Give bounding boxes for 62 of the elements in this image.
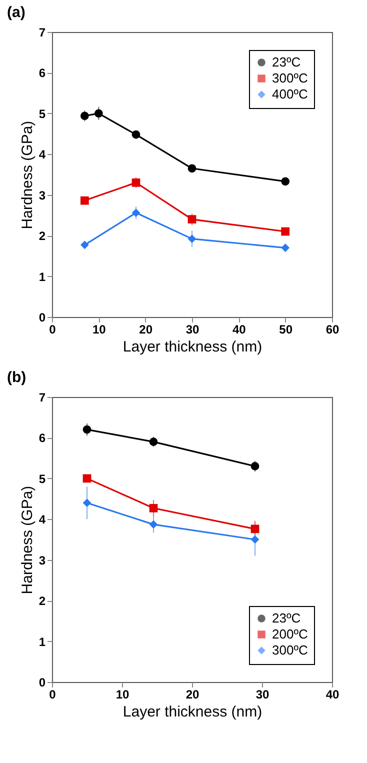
y-tick-label: 3 bbox=[38, 553, 46, 568]
y-tick-label: 0 bbox=[38, 676, 46, 690]
point bbox=[94, 109, 103, 118]
point bbox=[82, 425, 92, 434]
x-tick-label: 60 bbox=[326, 322, 340, 336]
y-tick-label: 7 bbox=[38, 390, 46, 404]
point bbox=[132, 130, 140, 139]
y-tick-label: 4 bbox=[38, 512, 46, 527]
legend-label: 300ºC bbox=[272, 70, 308, 86]
x-tick-label: 30 bbox=[256, 688, 270, 702]
point bbox=[149, 438, 158, 446]
chart-title: (a) bbox=[7, 4, 26, 21]
point bbox=[188, 234, 196, 244]
point bbox=[80, 196, 89, 205]
y-tick-label: 7 bbox=[38, 26, 46, 40]
y-tick-label: 0 bbox=[38, 310, 46, 324]
x-axis-title: Layer thickness (nm) bbox=[122, 704, 262, 720]
point bbox=[132, 178, 140, 187]
x-tick-label: 20 bbox=[186, 688, 200, 702]
x-tick-label: 30 bbox=[186, 322, 200, 336]
point bbox=[80, 240, 89, 250]
y-axis-title: Hardness (GPa) bbox=[18, 486, 36, 594]
x-tick-label: 50 bbox=[279, 322, 293, 336]
point bbox=[82, 474, 92, 483]
point bbox=[281, 227, 290, 236]
legend-label: 200ºC bbox=[272, 626, 308, 642]
point bbox=[132, 208, 140, 217]
y-tick-label: 6 bbox=[38, 66, 46, 80]
y-tick-label: 3 bbox=[38, 188, 46, 202]
y-axis-title: Hardness (GPa) bbox=[18, 120, 36, 230]
x-tick-label: 10 bbox=[92, 322, 106, 336]
legend-label: 23ºC bbox=[272, 54, 301, 70]
x-tick-label: 10 bbox=[116, 688, 130, 702]
x-tick-label: 0 bbox=[49, 688, 56, 702]
y-tick-label: 6 bbox=[38, 431, 46, 446]
y-tick-label: 5 bbox=[38, 106, 46, 121]
point bbox=[149, 520, 158, 529]
y-tick-label: 2 bbox=[38, 229, 46, 244]
legend-label: 400ºC bbox=[272, 86, 308, 102]
y-tick-label: 4 bbox=[38, 148, 46, 162]
y-tick-label: 1 bbox=[38, 270, 46, 284]
y-tick-label: 2 bbox=[38, 594, 46, 608]
point bbox=[82, 498, 92, 508]
legend-label: 300ºC bbox=[272, 642, 308, 658]
point bbox=[281, 177, 290, 186]
x-axis-title: Layer thickness (nm) bbox=[122, 338, 262, 356]
point bbox=[149, 504, 158, 512]
chart-title: (b) bbox=[7, 369, 26, 386]
legend-label: 23ºC bbox=[272, 610, 301, 626]
y-tick-label: 1 bbox=[38, 634, 46, 649]
x-tick-label: 20 bbox=[139, 322, 153, 336]
point bbox=[188, 215, 196, 224]
point bbox=[250, 524, 260, 534]
x-tick-label: 40 bbox=[326, 688, 340, 702]
x-tick-label: 0 bbox=[49, 322, 56, 336]
point bbox=[281, 244, 290, 252]
x-tick-label: 40 bbox=[232, 322, 246, 336]
point bbox=[188, 164, 196, 173]
y-tick-label: 5 bbox=[38, 472, 46, 486]
point bbox=[80, 112, 89, 120]
point bbox=[250, 462, 260, 470]
point bbox=[250, 535, 260, 544]
